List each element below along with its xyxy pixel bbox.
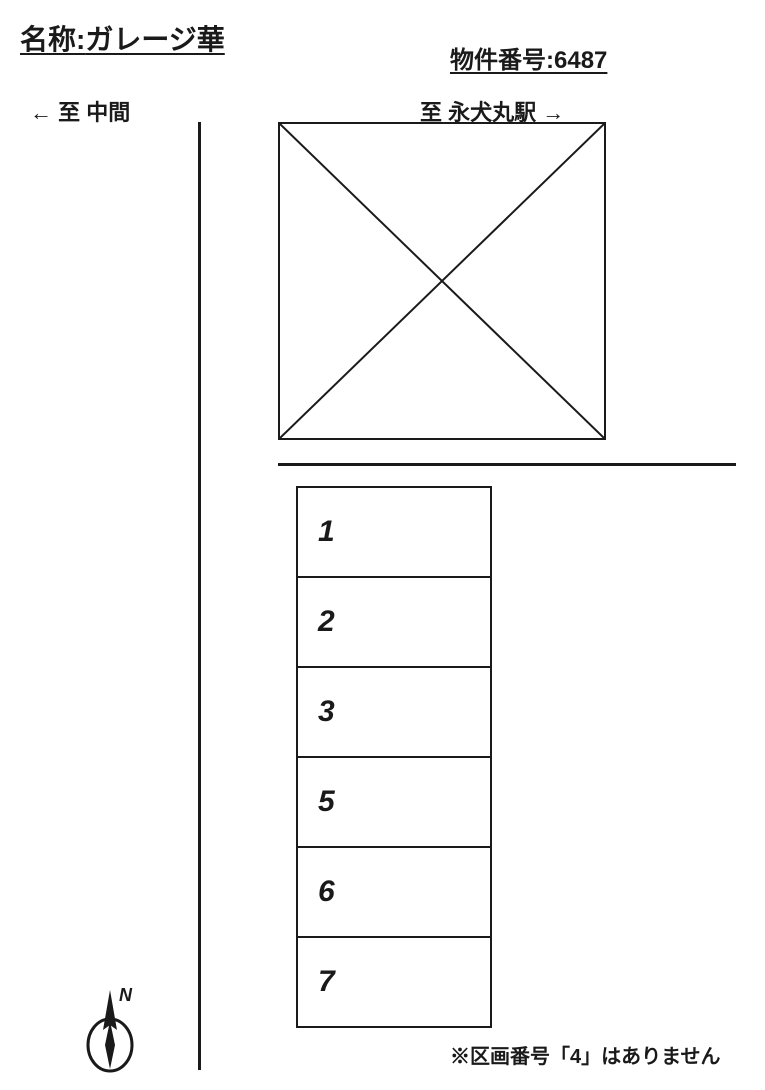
property-name-title: 名称:ガレージ華	[20, 18, 225, 58]
parking-label: 6	[318, 875, 335, 909]
property-number-title: 物件番号:6487	[450, 40, 607, 75]
parking-label: 3	[318, 695, 335, 729]
parking-space-3: 3	[296, 666, 492, 758]
parking-label: 1	[318, 515, 335, 549]
parking-space-6: 6	[296, 846, 492, 938]
excluded-area-box	[278, 122, 606, 440]
parking-space-7: 7	[296, 936, 492, 1028]
parking-label: 7	[318, 965, 335, 999]
property-number: 6487	[554, 47, 607, 74]
parking-space-1: 1	[296, 486, 492, 578]
parking-space-2: 2	[296, 576, 492, 668]
compass-north-label: N	[119, 985, 133, 1005]
name-label: 名称:	[20, 24, 85, 55]
property-label: 物件番号:	[450, 47, 554, 74]
direction-left-text: 至 中間	[58, 100, 130, 125]
road-vertical-line	[198, 122, 201, 1070]
x-cross-icon	[280, 124, 604, 438]
arrow-left-icon: ←	[30, 100, 52, 125]
footnote: ※区画番号「4」はありません	[450, 1040, 721, 1069]
compass-icon: N	[75, 985, 145, 1075]
road-horizontal-line	[278, 463, 736, 466]
direction-left: ← 至 中間	[30, 95, 130, 127]
parking-label: 5	[318, 785, 335, 819]
name-value: ガレージ華	[85, 24, 224, 55]
parking-label: 2	[318, 605, 335, 639]
footnote-text: ※区画番号「4」はありません	[450, 1046, 721, 1068]
parking-space-5: 5	[296, 756, 492, 848]
